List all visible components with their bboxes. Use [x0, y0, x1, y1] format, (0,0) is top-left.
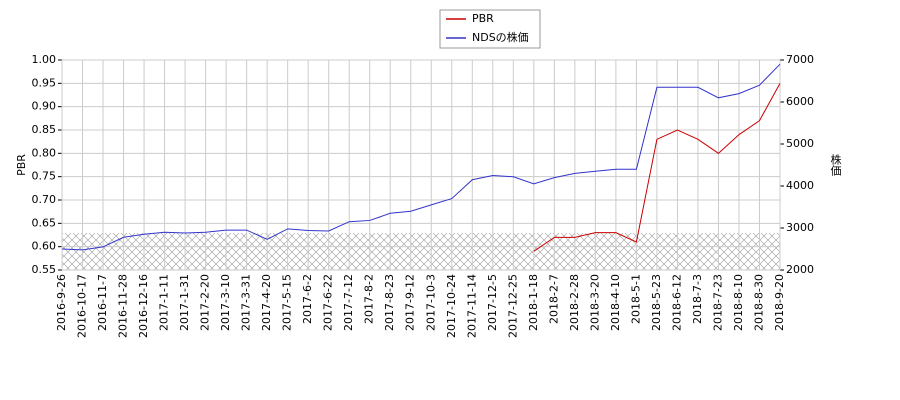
- x-tick-label: 2017-7-12: [342, 274, 355, 331]
- x-tick-label: 2018-5-23: [650, 274, 663, 331]
- x-tick-label: 2017-5-15: [281, 274, 294, 331]
- x-tick-label: 2016-9-26: [55, 274, 68, 331]
- x-tick-label: 2018-2-28: [568, 274, 581, 331]
- y-tick-label: 0.85: [32, 123, 57, 136]
- y2-tick-label: 7000: [786, 53, 814, 66]
- x-tick-label: 2016-11-7: [96, 274, 109, 331]
- x-tick-label: 2017-1-11: [158, 274, 171, 331]
- legend-label: PBR: [472, 12, 494, 25]
- y2-axis-label: 株価: [829, 153, 842, 176]
- y2-tick-label: 2000: [786, 263, 814, 276]
- x-tick-label: 2017-4-20: [260, 274, 273, 331]
- x-tick-label: 2017-8-23: [383, 274, 396, 331]
- y-axis-label: PBR: [15, 154, 28, 176]
- x-tick-label: 2018-8-10: [732, 274, 745, 331]
- x-tick-label: 2018-1-18: [527, 274, 540, 331]
- x-tick-label: 2016-11-28: [117, 274, 130, 338]
- x-tick-label: 2017-6-2: [301, 274, 314, 324]
- y-tick-label: 0.75: [32, 170, 57, 183]
- x-tick-label: 2018-7-23: [711, 274, 724, 331]
- y-tick-label: 0.60: [32, 240, 57, 253]
- x-tick-label: 2017-12-5: [486, 274, 499, 331]
- legend-label: NDSの株価: [472, 30, 529, 44]
- hatched-band: [62, 233, 780, 270]
- y-tick-label: 0.80: [32, 146, 57, 159]
- y-tick-label: 0.70: [32, 193, 57, 206]
- y-tick-label: 0.90: [32, 100, 57, 113]
- series-line: [533, 83, 781, 252]
- x-tick-label: 2017-6-22: [322, 274, 335, 331]
- y-tick-label: 0.55: [32, 263, 57, 276]
- x-tick-label: 2017-10-3: [424, 274, 437, 331]
- x-tick-label: 2017-11-14: [465, 274, 478, 338]
- y-tick-label: 0.65: [32, 216, 57, 229]
- x-tick-label: 2017-10-24: [445, 274, 458, 338]
- x-tick-label: 2017-3-10: [219, 274, 232, 331]
- x-tick-label: 2017-2-20: [199, 274, 212, 331]
- x-tick-label: 2018-7-3: [691, 274, 704, 324]
- x-tick-label: 2016-10-17: [76, 274, 89, 338]
- x-tick-label: 2018-2-7: [547, 274, 560, 324]
- x-tick-label: 2017-1-31: [178, 274, 191, 331]
- y2-tick-label: 6000: [786, 95, 814, 108]
- x-tick-label: 2017-9-12: [404, 274, 417, 331]
- x-tick-label: 2018-5-1: [629, 274, 642, 324]
- y-tick-label: 1.00: [32, 53, 57, 66]
- x-tick-label: 2016-12-16: [137, 274, 150, 338]
- x-tick-label: 2018-9-20: [773, 274, 786, 331]
- y-tick-label: 0.95: [32, 76, 57, 89]
- x-tick-label: 2018-6-12: [670, 274, 683, 331]
- x-tick-label: 2018-4-10: [609, 274, 622, 331]
- x-tick-label: 2018-3-20: [588, 274, 601, 331]
- legend: [439, 9, 541, 49]
- x-tick-label: 2017-8-2: [363, 274, 376, 324]
- x-tick-label: 2018-8-30: [752, 274, 765, 331]
- series-line: [61, 63, 781, 251]
- y2-tick-label: 4000: [786, 179, 814, 192]
- x-tick-label: 2017-12-25: [506, 274, 519, 338]
- y2-tick-label: 3000: [786, 221, 814, 234]
- x-tick-label: 2017-3-31: [240, 274, 253, 331]
- y2-tick-label: 5000: [786, 137, 814, 150]
